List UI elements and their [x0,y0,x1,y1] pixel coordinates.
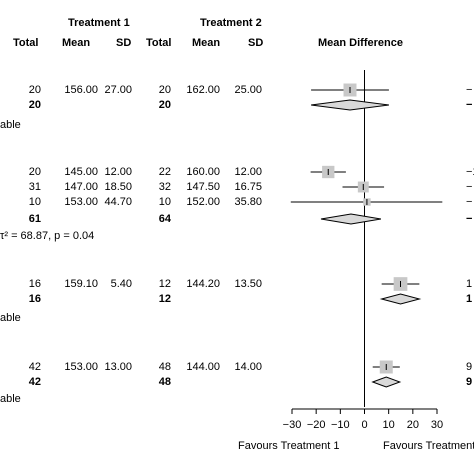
cell-mean1: 159.10 [64,278,98,290]
cell-sd2: 16.75 [234,181,262,193]
x-tick-label: 20 [407,419,419,431]
x-tick-label: −10 [331,419,350,431]
favours-left-label: Favours Treatment 1 [238,440,340,452]
chart-title: Mean Difference [318,37,403,49]
subgroup-note: able [0,312,21,324]
right-edge-fragment: − [466,181,473,193]
x-tick-label: −30 [283,419,302,431]
cell-sd2: 13.50 [234,278,262,290]
pooled-diamond [371,376,402,388]
right-edge-fragment: −1 [466,166,474,178]
cell-total1: 42 [28,361,41,373]
x-tick-label: 0 [361,419,367,431]
cell-mean2: 160.00 [186,166,220,178]
cell-sd2: 14.00 [234,361,262,373]
cell-total1: 10 [28,196,41,208]
favours-right-label: Favours Treatment 2 [383,440,474,452]
right-edge-fragment: − [466,84,473,96]
subgroup-note: able [0,119,21,131]
cell-sd2: 35.80 [234,196,262,208]
cell-total1: 20 [28,166,41,178]
cell-total2: 20 [158,84,171,96]
subgroup-note: τ² = 68.87, p = 0.04 [0,230,95,242]
subgroup-note: able [0,393,21,405]
cell-total2: 48 [158,361,171,373]
total1-header: Total [13,37,39,49]
x-tick-label: −20 [307,419,326,431]
subtotal-total1: 20 [28,99,41,111]
cell-total1: 20 [28,84,41,96]
x-tick-label: 30 [431,419,443,431]
cell-total2: 32 [158,181,171,193]
subtotal-total1: 42 [28,376,41,388]
cell-sd1: 27.00 [104,84,132,96]
cell-mean1: 156.00 [64,84,98,96]
subtotal-total2: 48 [158,376,171,388]
cell-sd1: 12.00 [104,166,132,178]
cell-total2: 22 [158,166,171,178]
total2-header: Total [146,37,172,49]
mean1-header: Mean [62,37,91,49]
cell-sd1: 13.00 [104,361,132,373]
subtotal-total2: 12 [158,293,171,305]
sd2-header: SD [248,37,264,49]
cell-total2: 10 [158,196,171,208]
treatment1-header: Treatment 1 [68,17,130,29]
cell-total2: 12 [158,278,171,290]
cell-mean2: 147.50 [186,181,220,193]
mean2-header: Mean [192,37,221,49]
treatment2-header: Treatment 2 [200,17,262,29]
cell-total1: 16 [28,278,41,290]
cell-mean1: 147.00 [64,181,98,193]
pooled-diamond [311,99,389,111]
cell-mean2: 144.00 [186,361,220,373]
pooled-diamond [320,213,382,225]
x-tick-label: 10 [383,419,395,431]
sd1-header: SD [116,37,132,49]
cell-mean1: 145.00 [64,166,98,178]
right-edge-fragment: − [466,99,473,111]
right-edge-fragment: 9 [466,361,473,373]
subtotal-total2: 64 [158,213,171,225]
cell-sd2: 12.00 [234,166,262,178]
cell-sd1: 5.40 [110,278,132,290]
right-edge-fragment: 1 [466,278,473,290]
cell-mean1: 153.00 [64,196,98,208]
cell-mean1: 153.00 [64,361,98,373]
cell-total1: 31 [28,181,41,193]
right-edge-fragment: − [466,213,473,225]
subtotal-total1: 61 [28,213,41,225]
subtotal-total1: 16 [28,293,41,305]
cell-mean2: 162.00 [186,84,220,96]
cell-sd1: 44.70 [104,196,132,208]
cell-mean2: 144.20 [186,278,220,290]
cell-sd2: 25.00 [234,84,262,96]
right-edge-fragment: 1 [466,293,473,305]
right-edge-fragment: − [466,196,473,208]
cell-sd1: 18.50 [104,181,132,193]
cell-mean2: 152.00 [186,196,220,208]
pooled-diamond [379,293,422,305]
right-edge-fragment: 9 [466,376,473,388]
subtotal-total2: 20 [158,99,171,111]
